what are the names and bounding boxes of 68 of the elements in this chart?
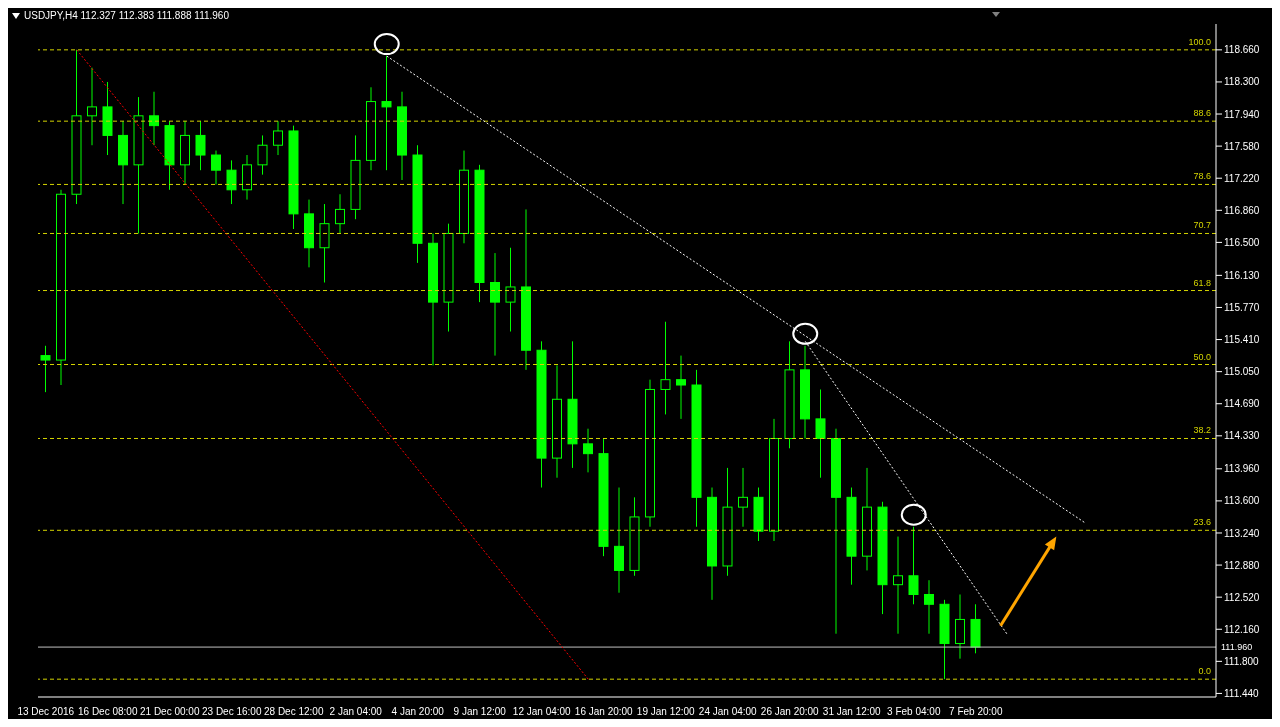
candlestick <box>815 388 826 479</box>
x-tick-label: 16 Dec 08:00 <box>78 706 138 717</box>
candlestick <box>924 579 934 635</box>
x-tick-label: 24 Jan 04:00 <box>698 706 758 717</box>
annotation: 70.7 <box>1193 220 1211 231</box>
x-tick-label: 7 Feb 20:00 <box>949 706 1003 717</box>
y-tick-label: 117.580 <box>1224 140 1260 152</box>
y-tick-label: 113.240 <box>1224 527 1260 539</box>
x-tick-label: 4 Jan 20:00 <box>391 706 445 717</box>
y-tick-label: 113.600 <box>1224 495 1260 507</box>
chart-title: USDJPY,H4 112.327 112.383 111.888 111.960 <box>24 10 229 21</box>
y-tick-label: 116.860 <box>1224 204 1260 216</box>
annotation: 38.2 <box>1193 425 1211 436</box>
y-tick-label: 118.660 <box>1224 44 1260 56</box>
candlestick <box>490 252 500 357</box>
candlestick <box>908 526 919 605</box>
annotation: 61.8 <box>1193 277 1211 288</box>
candlestick <box>149 91 159 146</box>
annotation: 23.6 <box>1193 517 1211 528</box>
candlestick <box>195 120 206 171</box>
x-tick-label: 13 Dec 2016 <box>17 706 75 717</box>
candlestick <box>257 134 268 176</box>
y-tick-label: 111.800 <box>1224 655 1260 667</box>
x-tick-label: 9 Jan 12:00 <box>453 706 507 717</box>
y-tick-label: 115.410 <box>1224 334 1260 346</box>
candlestick <box>87 67 97 146</box>
candlestick <box>40 345 51 393</box>
y-tick-label: 112.880 <box>1224 559 1260 571</box>
y-tick-label: 114.330 <box>1224 430 1260 442</box>
y-tick-label: 112.520 <box>1224 591 1260 603</box>
y-tick-label: 115.770 <box>1224 302 1260 314</box>
y-tick-label: 117.940 <box>1224 108 1260 120</box>
candlestick <box>335 193 345 234</box>
ref-line-label: 111.960 <box>1221 642 1253 653</box>
x-tick-label: 12 Jan 04:00 <box>512 706 572 717</box>
annotation: 78.6 <box>1193 171 1211 182</box>
x-tick-label: 28 Dec 12:00 <box>264 706 324 717</box>
y-tick-label: 111.440 <box>1224 687 1260 699</box>
x-tick-label: 31 Jan 12:00 <box>822 706 882 717</box>
x-tick-label: 26 Jan 20:00 <box>760 706 820 717</box>
x-tick-label: 21 Dec 00:00 <box>140 706 200 717</box>
annotation: 0.0 <box>1198 666 1211 677</box>
x-tick-label: 19 Jan 12:00 <box>636 706 696 717</box>
y-tick-label: 114.690 <box>1224 398 1260 410</box>
y-tick-label: 115.050 <box>1224 366 1260 378</box>
x-tick-label: 3 Feb 04:00 <box>887 706 941 717</box>
x-tick-label: 2 Jan 04:00 <box>329 706 383 717</box>
y-tick-label: 112.160 <box>1224 623 1260 635</box>
annotation: 88.6 <box>1193 108 1211 119</box>
candlestick <box>381 55 392 171</box>
candlestick <box>583 428 593 473</box>
annotation: 50.0 <box>1193 351 1211 362</box>
x-tick-label: 16 Jan 20:00 <box>574 706 634 717</box>
y-tick-label: 116.130 <box>1224 269 1260 281</box>
annotation: 100.0 <box>1188 36 1211 47</box>
y-tick-label: 113.960 <box>1224 463 1260 475</box>
candlestick <box>660 321 671 415</box>
candlestick <box>273 120 283 156</box>
y-tick-label: 118.300 <box>1224 76 1260 88</box>
candlestick <box>211 150 221 185</box>
candlestick <box>505 247 516 333</box>
candlestick <box>226 159 237 205</box>
candlestick <box>738 467 748 528</box>
y-tick-label: 117.220 <box>1224 172 1260 184</box>
candlestick <box>893 536 903 635</box>
x-tick-label: 23 Dec 16:00 <box>202 706 262 717</box>
y-tick-label: 116.500 <box>1224 236 1260 248</box>
candlestick <box>676 355 686 420</box>
